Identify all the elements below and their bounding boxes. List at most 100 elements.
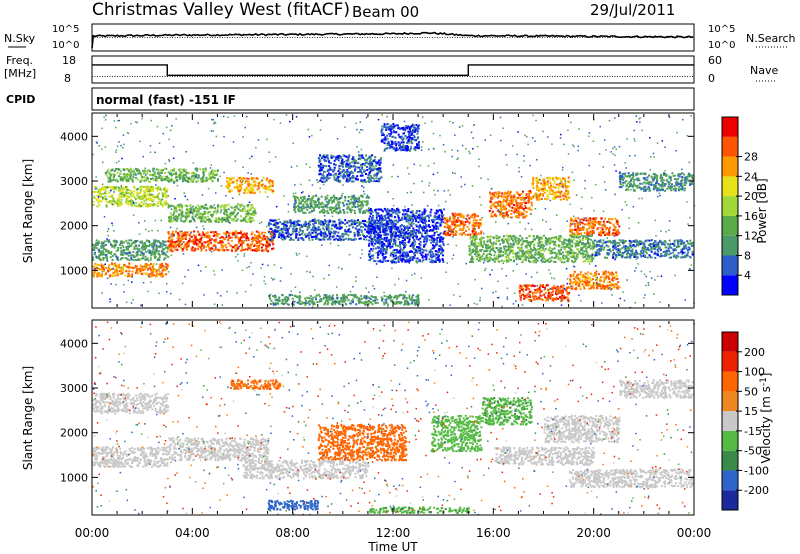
heatmap-cell bbox=[183, 245, 186, 248]
heatmap-cell bbox=[214, 169, 217, 172]
heatmap-cell bbox=[131, 178, 134, 181]
heatmap-cell bbox=[352, 238, 355, 241]
heatmap-cell bbox=[114, 244, 117, 247]
heatmap-cell bbox=[251, 213, 254, 216]
heatmap-cell bbox=[385, 217, 387, 220]
heatmap-cell bbox=[318, 221, 321, 224]
heatmap-cell bbox=[359, 209, 362, 211]
heatmap-cell bbox=[368, 217, 371, 220]
heatmap-cell bbox=[216, 210, 219, 213]
heatmap-cell bbox=[238, 183, 241, 186]
heatmap-cell bbox=[125, 199, 128, 202]
heatmap-cell bbox=[408, 238, 411, 241]
heatmap-cell bbox=[185, 171, 188, 174]
heatmap-cell bbox=[337, 226, 340, 229]
heatmap-cell bbox=[148, 199, 151, 202]
heatmap-cell bbox=[140, 189, 142, 192]
heatmap-cell bbox=[176, 248, 179, 251]
heatmap-cell bbox=[358, 221, 361, 224]
heatmap-cell bbox=[375, 231, 378, 233]
heatmap-cell bbox=[251, 236, 254, 239]
heatmap-cell bbox=[303, 223, 305, 226]
heatmap-cell bbox=[201, 206, 203, 209]
freq-series-line bbox=[92, 64, 694, 76]
heatmap-cell bbox=[357, 234, 360, 237]
heatmap-cell bbox=[419, 224, 421, 227]
heatmap-cell bbox=[408, 128, 411, 131]
heatmap-cell bbox=[174, 243, 176, 246]
heatmap-cell bbox=[474, 230, 477, 233]
heatmap-cell bbox=[418, 242, 421, 245]
heatmap-cell bbox=[291, 222, 294, 224]
heatmap-cell bbox=[100, 189, 103, 192]
heatmap-cell bbox=[168, 233, 170, 236]
heatmap-cell bbox=[271, 182, 274, 185]
heatmap-cell bbox=[241, 248, 244, 251]
heatmap-cell bbox=[331, 201, 334, 204]
heatmap-cell bbox=[374, 222, 377, 225]
heatmap-cell bbox=[132, 176, 135, 179]
heatmap-cell bbox=[150, 193, 153, 196]
heatmap-cell bbox=[386, 123, 389, 125]
heatmap-cell bbox=[423, 219, 426, 221]
heatmap-cell bbox=[181, 206, 184, 209]
heatmap-cell bbox=[252, 177, 255, 180]
heatmap-cell bbox=[249, 207, 252, 210]
heatmap-cell bbox=[423, 249, 426, 252]
heatmap-cell bbox=[325, 160, 328, 162]
heatmap-cell bbox=[414, 214, 417, 217]
heatmap-cell bbox=[338, 211, 341, 214]
heatmap-cell bbox=[462, 226, 465, 229]
heatmap-cell bbox=[369, 167, 372, 170]
heatmap-cell bbox=[200, 234, 203, 237]
heatmap-cell bbox=[178, 245, 180, 248]
heatmap-cell bbox=[429, 250, 432, 253]
heatmap-cell bbox=[96, 244, 99, 247]
heatmap-cell bbox=[376, 256, 379, 259]
beam-label: Beam 00 bbox=[352, 3, 419, 21]
heatmap-cell bbox=[180, 171, 183, 174]
heatmap-cell bbox=[101, 242, 104, 245]
heatmap-cell bbox=[107, 176, 110, 179]
heatmap-cell bbox=[158, 192, 161, 195]
heatmap-cell bbox=[394, 216, 396, 219]
heatmap-cell bbox=[132, 193, 135, 196]
heatmap-cell bbox=[301, 230, 304, 233]
heatmap-cell bbox=[229, 212, 232, 215]
heatmap-cell bbox=[339, 197, 341, 200]
heatmap-cell bbox=[147, 203, 150, 206]
heatmap-cell bbox=[477, 224, 480, 227]
heatmap-cell bbox=[151, 266, 154, 269]
heatmap-cell bbox=[320, 209, 323, 212]
heatmap-cell bbox=[372, 219, 375, 222]
heatmap-cell bbox=[147, 273, 150, 276]
heatmap-cell bbox=[298, 201, 301, 204]
heatmap-cell bbox=[383, 142, 386, 145]
heatmap-cell bbox=[140, 240, 143, 243]
heatmap-cell bbox=[397, 148, 400, 151]
heatmap-cell bbox=[164, 240, 167, 243]
heatmap-cell bbox=[390, 145, 393, 148]
heatmap-cell bbox=[403, 242, 406, 245]
heatmap-cell bbox=[344, 229, 347, 231]
heatmap-cell bbox=[240, 203, 243, 206]
heatmap-cell bbox=[313, 200, 315, 203]
heatmap-cell bbox=[304, 211, 307, 214]
heatmap-cell bbox=[153, 195, 155, 198]
heatmap-cell bbox=[243, 207, 246, 210]
heatmap-cell bbox=[436, 259, 439, 261]
heatmap-cell bbox=[394, 234, 397, 237]
heatmap-cell bbox=[156, 258, 159, 261]
heatmap-cell bbox=[139, 269, 142, 272]
heatmap-cell bbox=[230, 181, 232, 184]
heatmap-cell bbox=[367, 174, 370, 177]
heatmap-cell bbox=[357, 196, 360, 199]
heatmap-cell bbox=[340, 196, 343, 199]
freq-unit-label: [MHz] bbox=[4, 67, 36, 80]
heatmap-cell bbox=[236, 218, 239, 221]
heatmap-cell bbox=[232, 211, 235, 214]
heatmap-cell bbox=[99, 194, 102, 196]
heatmap-cell bbox=[137, 259, 140, 261]
heatmap-cell bbox=[412, 230, 415, 233]
heatmap-cell bbox=[354, 220, 357, 223]
